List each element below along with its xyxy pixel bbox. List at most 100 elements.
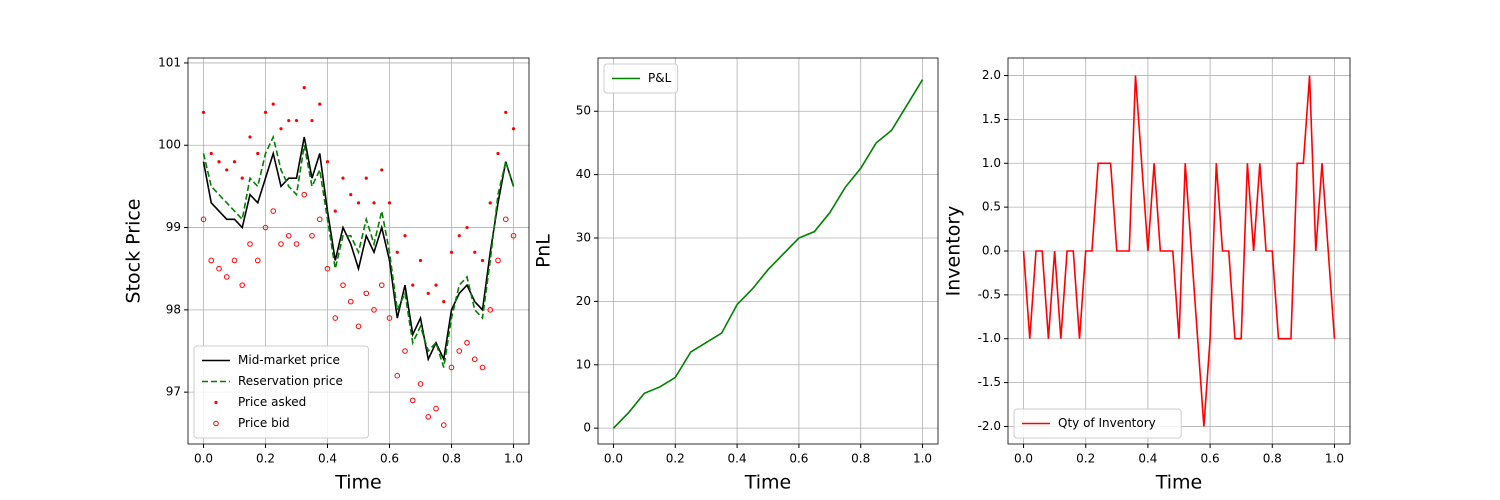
point [418, 258, 423, 263]
point [387, 201, 392, 205]
point [488, 201, 492, 205]
y-tick-label: 0.5 [982, 200, 1001, 214]
x-tick-label: 0.6 [1201, 452, 1220, 466]
point [371, 307, 377, 313]
x-tick-label: 0.8 [442, 452, 461, 466]
point [465, 225, 469, 230]
legend-label: Price asked [238, 395, 306, 409]
x-tick-label: 0.8 [1263, 452, 1282, 466]
point [208, 257, 215, 264]
x-tick-label: 0.0 [604, 452, 623, 466]
point [225, 168, 229, 172]
point [349, 193, 353, 197]
y-tick-label: 30 [576, 231, 591, 245]
x-axis-label: Time [1155, 472, 1203, 494]
point [457, 234, 461, 238]
point [480, 258, 485, 263]
legend-box [193, 345, 369, 439]
x-axis-label: Time [744, 472, 792, 494]
point [504, 110, 508, 114]
point [231, 257, 238, 264]
y-tick-label: 1.0 [982, 156, 1001, 170]
x-tick-label: 1.0 [504, 452, 523, 466]
point [442, 300, 446, 304]
legend-label: Mid-market price [238, 353, 340, 367]
point [263, 110, 268, 114]
point [332, 315, 339, 321]
point [495, 257, 501, 264]
point [355, 323, 362, 330]
point [473, 250, 477, 254]
x-tick-label: 0.8 [851, 452, 870, 466]
point [395, 250, 399, 254]
y-tick-label: -1.0 [978, 331, 1001, 345]
y-tick-label: 0 [583, 421, 591, 435]
point [380, 168, 384, 172]
y-tick-label: -0.5 [978, 287, 1001, 301]
y-tick-label: 10 [576, 357, 591, 371]
y-axis-label: PnL [533, 234, 555, 268]
x-axis-label: Time [334, 472, 382, 494]
y-tick-label: 99 [166, 220, 181, 234]
point [448, 364, 455, 371]
point [411, 283, 415, 287]
y-tick-label: 101 [158, 55, 181, 69]
x-tick-label: 0.2 [256, 452, 275, 466]
plot-frame [1007, 57, 1351, 445]
x-tick-label: 0.4 [728, 452, 747, 466]
point [511, 127, 516, 131]
legend-swatch [214, 400, 218, 405]
point [471, 356, 478, 363]
legend: Mid-market price Reservation price Price a… [193, 345, 369, 439]
x-tick-label: 0.6 [380, 452, 399, 466]
point [456, 348, 463, 354]
x-tick-label: 1.0 [913, 452, 932, 466]
point [426, 291, 430, 295]
plot-frame [597, 57, 939, 445]
y-tick-label: 20 [576, 294, 591, 308]
legend-label: Qty of Inventory [1058, 416, 1156, 430]
y-tick-label: 0.0 [982, 244, 1001, 258]
point [324, 265, 331, 272]
point [278, 241, 284, 247]
point [502, 216, 509, 223]
legend-swatch [213, 420, 219, 427]
x-tick-label: 0.0 [1014, 452, 1033, 466]
point [403, 234, 407, 238]
point [440, 422, 447, 428]
point [510, 232, 517, 239]
y-tick-label: 40 [576, 167, 591, 181]
y-tick-label: -2.0 [978, 419, 1001, 433]
point [318, 102, 322, 106]
point [402, 348, 408, 354]
point [434, 283, 438, 287]
legend-label: Reservation price [238, 374, 343, 388]
legend-label: P&L [648, 71, 672, 85]
x-tick-label: 0.2 [666, 452, 685, 466]
point [417, 381, 424, 387]
point [240, 176, 244, 180]
legend-box [1013, 408, 1182, 439]
point [464, 339, 470, 346]
point [271, 102, 275, 106]
point [254, 257, 261, 264]
point [386, 315, 393, 321]
point [279, 127, 283, 131]
point [425, 414, 432, 420]
y-tick-label: 50 [576, 104, 591, 118]
x-tick-label: 1.0 [1325, 452, 1344, 466]
x-tick-label: 0.2 [1076, 452, 1095, 466]
point [409, 397, 416, 404]
point [496, 151, 500, 156]
point [270, 208, 277, 214]
x-tick-label: 0.4 [1138, 452, 1157, 466]
y-tick-label: 98 [166, 302, 181, 316]
x-tick-label: 0.4 [318, 452, 337, 466]
y-tick-label: 97 [166, 385, 181, 399]
point [247, 241, 253, 247]
point [217, 160, 221, 164]
point [201, 110, 206, 114]
point [372, 201, 376, 205]
y-tick-label: -1.5 [978, 375, 1001, 389]
